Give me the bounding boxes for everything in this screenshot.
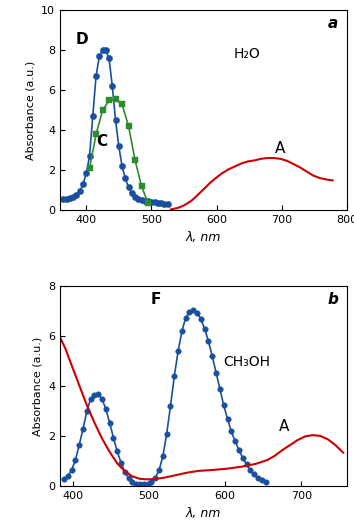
Text: A: A xyxy=(279,419,289,435)
Y-axis label: Absorbance (a.u.): Absorbance (a.u.) xyxy=(26,61,36,160)
Text: D: D xyxy=(76,32,88,48)
Text: H₂O: H₂O xyxy=(233,48,260,62)
Text: CH₃OH: CH₃OH xyxy=(223,356,270,369)
X-axis label: λ, nm: λ, nm xyxy=(186,507,221,520)
Text: a: a xyxy=(328,16,338,31)
Text: F: F xyxy=(151,292,161,307)
Text: C: C xyxy=(96,134,107,150)
X-axis label: λ, nm: λ, nm xyxy=(186,231,221,244)
Text: b: b xyxy=(327,292,338,308)
Y-axis label: Absorbance (a.u.): Absorbance (a.u.) xyxy=(33,337,42,436)
Text: A: A xyxy=(275,141,286,156)
